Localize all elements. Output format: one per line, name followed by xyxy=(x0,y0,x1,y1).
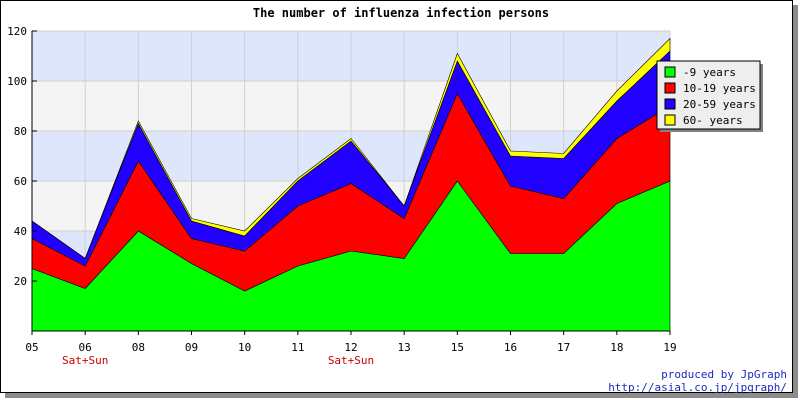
x-tick-label: 16 xyxy=(504,341,517,354)
x-tick-label: 08 xyxy=(132,341,145,354)
footer-produced-by: produced by JpGraph xyxy=(661,368,787,381)
x-sublabel: Sat+Sun xyxy=(62,354,108,367)
y-tick-label: 40 xyxy=(14,225,27,238)
legend-swatch xyxy=(664,82,676,94)
x-tick-label: 05 xyxy=(25,341,38,354)
x-tick-label: 18 xyxy=(610,341,623,354)
x-tick-label: 11 xyxy=(291,341,304,354)
legend-swatch xyxy=(664,66,676,78)
x-tick-label: 13 xyxy=(398,341,411,354)
x-sublabel: Sat+Sun xyxy=(328,354,374,367)
legend-swatch xyxy=(664,98,676,110)
legend-label: 20-59 years xyxy=(683,98,756,111)
area-series-3 xyxy=(31,37,671,259)
x-tick-label: 09 xyxy=(185,341,198,354)
footer-url[interactable]: http://asial.co.jp/jpgraph/ xyxy=(608,381,787,394)
legend-swatch xyxy=(664,114,676,126)
x-tick-label: 10 xyxy=(238,341,251,354)
chart-title: The number of influenza infection person… xyxy=(253,6,549,20)
legend-label: -9 years xyxy=(683,66,736,79)
y-tick-label: 20 xyxy=(14,275,27,288)
y-tick-label: 100 xyxy=(7,75,27,88)
legend-label: 10-19 years xyxy=(683,82,756,95)
x-tick-label: 06 xyxy=(79,341,92,354)
chart-svg: The number of influenza infection person… xyxy=(7,6,787,394)
y-tick-label: 60 xyxy=(14,175,27,188)
x-tick-label: 15 xyxy=(451,341,464,354)
chart-frame: The number of influenza infection person… xyxy=(0,0,793,394)
x-tick-label: 12 xyxy=(344,341,357,354)
y-tick-label: 80 xyxy=(14,125,27,138)
x-tick-label: 19 xyxy=(663,341,676,354)
legend: -9 years 10-19 years 20-59 years 60- years xyxy=(656,60,763,132)
legend-label: 60- years xyxy=(683,114,743,127)
x-tick-label: 17 xyxy=(557,341,570,354)
y-tick-label: 120 xyxy=(7,25,27,38)
